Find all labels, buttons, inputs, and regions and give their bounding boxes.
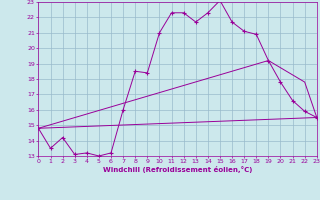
X-axis label: Windchill (Refroidissement éolien,°C): Windchill (Refroidissement éolien,°C) [103, 166, 252, 173]
